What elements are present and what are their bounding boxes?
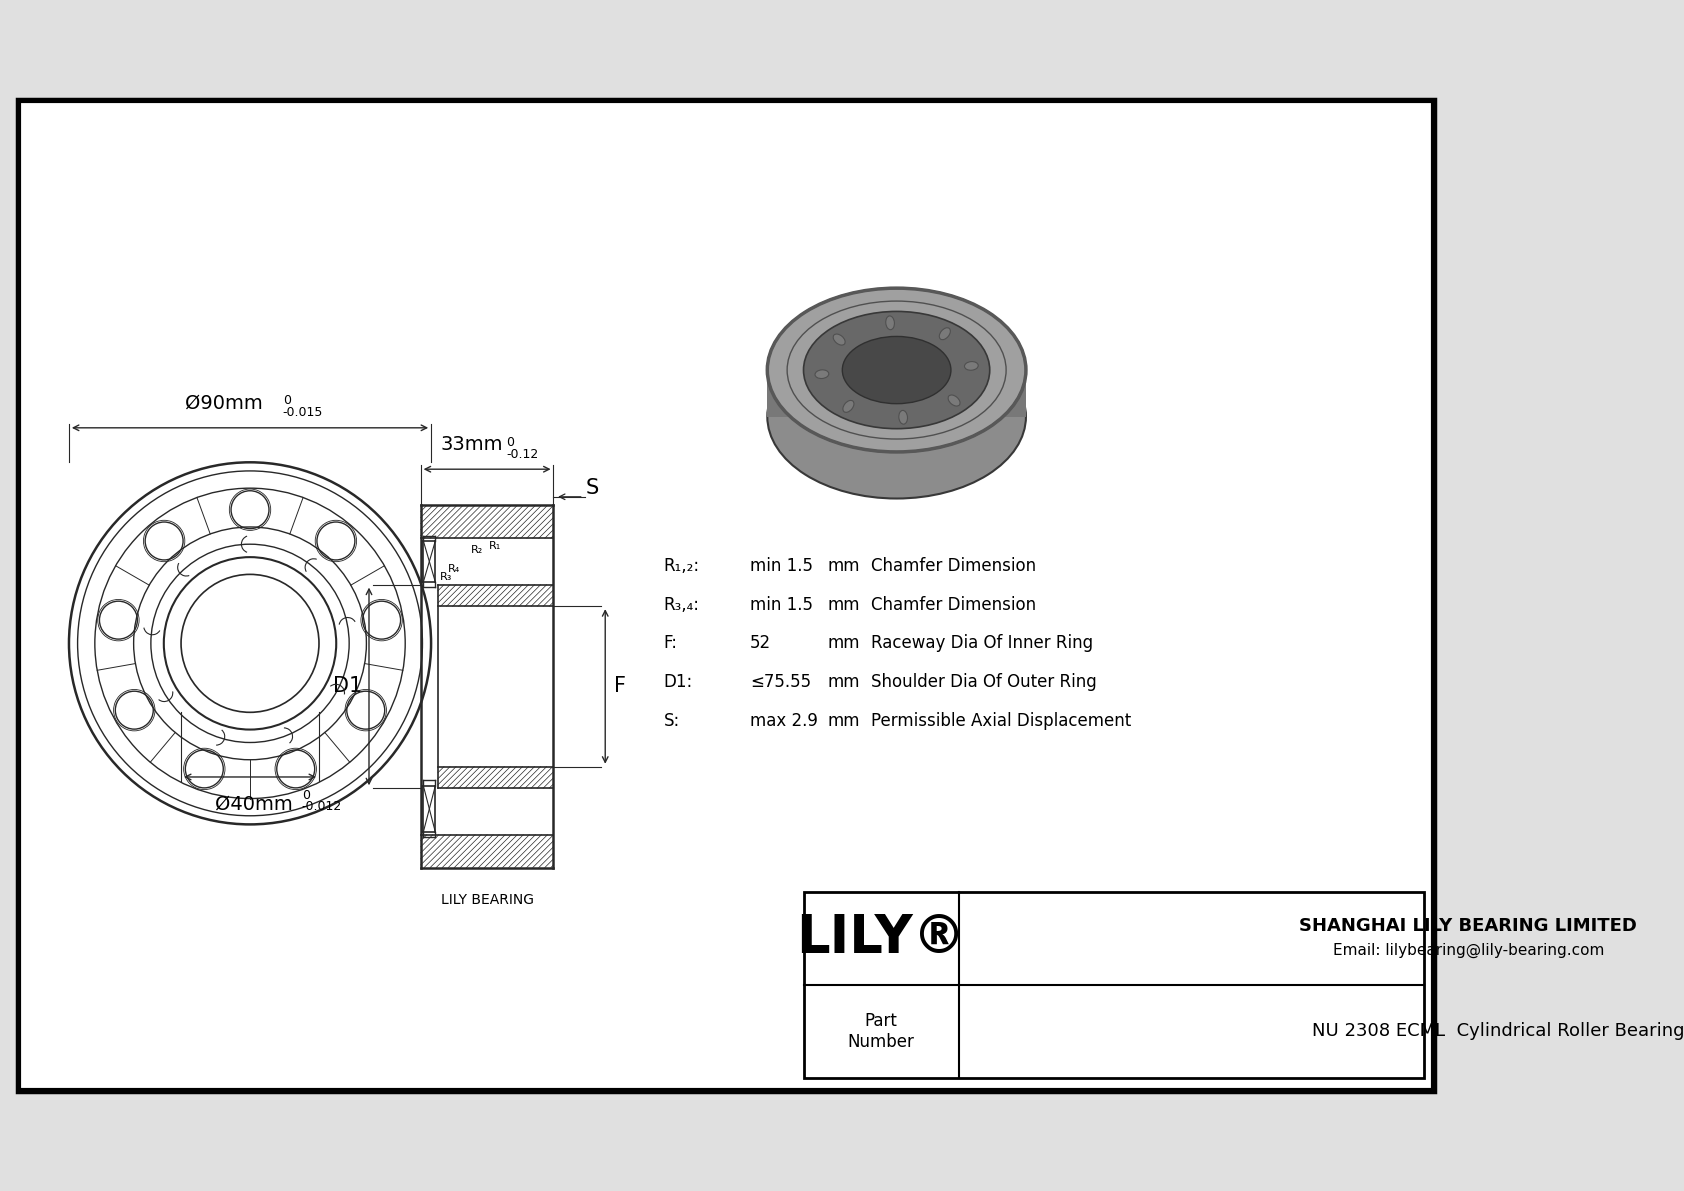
Text: R₁,₂:: R₁,₂:: [663, 556, 701, 575]
Ellipse shape: [886, 316, 894, 330]
Ellipse shape: [844, 400, 854, 412]
Ellipse shape: [899, 411, 908, 424]
Text: mm: mm: [827, 712, 861, 730]
Ellipse shape: [803, 311, 990, 429]
Text: -0.015: -0.015: [283, 406, 323, 419]
Text: R₄: R₄: [448, 565, 460, 574]
Ellipse shape: [768, 335, 1026, 499]
Text: R₁: R₁: [488, 541, 502, 550]
Text: max 2.9: max 2.9: [749, 712, 818, 730]
Text: LILY®: LILY®: [797, 912, 967, 965]
Bar: [768, 369, 1026, 417]
Text: S:: S:: [663, 712, 680, 730]
Text: mm: mm: [827, 596, 861, 613]
Text: -0.012: -0.012: [301, 800, 342, 813]
Text: R₃,₄:: R₃,₄:: [663, 596, 701, 613]
Text: Part
Number: Part Number: [847, 1012, 914, 1050]
Ellipse shape: [948, 395, 960, 406]
Text: Chamfer Dimension: Chamfer Dimension: [871, 556, 1036, 575]
Text: Permissible Axial Displacement: Permissible Axial Displacement: [871, 712, 1132, 730]
Text: LILY BEARING: LILY BEARING: [441, 893, 534, 908]
Text: mm: mm: [827, 556, 861, 575]
Text: mm: mm: [827, 635, 861, 653]
Text: F:: F:: [663, 635, 679, 653]
Text: 52: 52: [749, 635, 771, 653]
Text: D1:: D1:: [663, 673, 694, 691]
Text: 0: 0: [507, 436, 514, 449]
Bar: [803, 892, 1425, 1078]
Text: Chamfer Dimension: Chamfer Dimension: [871, 596, 1036, 613]
Text: Shoulder Dia Of Outer Ring: Shoulder Dia Of Outer Ring: [871, 673, 1096, 691]
Ellipse shape: [842, 336, 951, 404]
Text: -0.12: -0.12: [507, 448, 539, 461]
Ellipse shape: [768, 288, 1026, 451]
Text: 33mm: 33mm: [440, 435, 504, 454]
Text: mm: mm: [827, 673, 861, 691]
Text: R₃: R₃: [440, 572, 451, 582]
Ellipse shape: [965, 362, 978, 370]
Ellipse shape: [815, 370, 829, 379]
Text: 0: 0: [301, 790, 310, 802]
Text: Raceway Dia Of Inner Ring: Raceway Dia Of Inner Ring: [871, 635, 1093, 653]
Text: F: F: [615, 676, 626, 697]
Text: R₂: R₂: [470, 545, 483, 555]
Text: min 1.5: min 1.5: [749, 596, 813, 613]
Ellipse shape: [834, 333, 845, 345]
Text: Email: lilybearing@lily-bearing.com: Email: lilybearing@lily-bearing.com: [1332, 942, 1603, 958]
Text: D1: D1: [333, 676, 362, 697]
Text: S: S: [586, 478, 598, 498]
Text: Ø90mm: Ø90mm: [185, 393, 263, 412]
Text: 0: 0: [283, 394, 291, 407]
Text: SHANGHAI LILY BEARING LIMITED: SHANGHAI LILY BEARING LIMITED: [1300, 917, 1637, 935]
Text: ≤75.55: ≤75.55: [749, 673, 812, 691]
Text: min 1.5: min 1.5: [749, 556, 813, 575]
Text: NU 2308 ECML  Cylindrical Roller Bearings: NU 2308 ECML Cylindrical Roller Bearings: [1312, 1022, 1684, 1040]
Text: Ø40mm: Ø40mm: [216, 794, 293, 813]
Ellipse shape: [940, 328, 950, 339]
